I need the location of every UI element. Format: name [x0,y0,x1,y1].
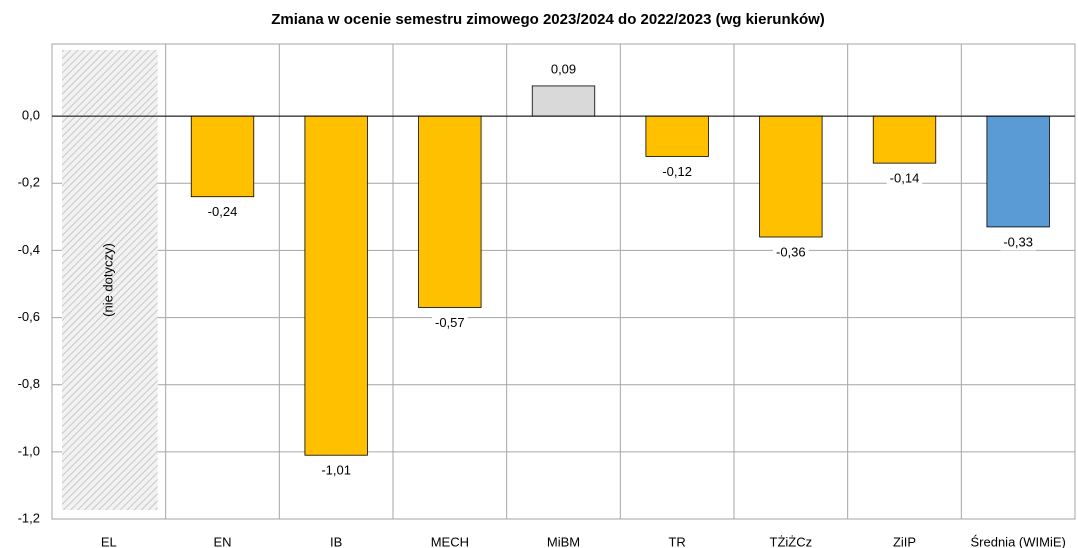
data-label: -0,14 [890,171,920,186]
bar [759,115,823,238]
x-tick-label: EN [213,534,231,548]
bar [418,115,482,308]
y-tick-label: -0,6 [18,309,40,324]
x-tick-label: IB [330,534,342,548]
data-label-background [204,203,241,221]
y-tick-label: -1,2 [18,510,40,525]
bar [872,115,937,164]
x-tick-label: EL [101,534,117,548]
y-tick-label: 0,0 [22,108,40,123]
bar [190,115,255,198]
y-tick-label: -0,8 [18,376,40,391]
data-label: -0,57 [435,315,465,330]
chart-title: Zmiana w ocenie semestru zimowego 2023/2… [271,11,825,28]
bar [531,85,596,117]
x-tick-label: TŻiŻCz [770,534,813,548]
x-tick-label: MECH [431,534,469,548]
not-applicable-label: (nie dotyczy) [100,243,115,317]
bar [304,115,368,456]
data-label: -0,12 [662,164,692,179]
x-tick-label: Średnia (WIMiE) [970,534,1065,548]
bar [986,115,1050,228]
data-label-background [432,313,468,331]
not-applicable-area [62,50,158,510]
data-label: -0,33 [1003,234,1033,249]
y-tick-label: -0,2 [18,175,40,190]
x-tick-label: ZiIP [893,534,916,548]
data-label: -0,36 [776,244,806,259]
x-tick-label: MiBM [547,534,580,548]
data-label-background [659,162,695,180]
y-tick-label: -1,0 [18,443,40,458]
data-label: 0,09 [551,61,576,76]
data-label-background [773,243,809,261]
x-tick-label: TR [668,534,685,548]
data-label: -0,24 [208,204,238,219]
y-tick-label: -0,4 [18,242,40,257]
data-label-background [886,169,923,187]
bar [645,115,709,157]
data-label-background [547,60,580,78]
data-label-background [318,461,354,479]
data-label-background [1000,233,1036,251]
data-label: -1,01 [321,463,351,478]
